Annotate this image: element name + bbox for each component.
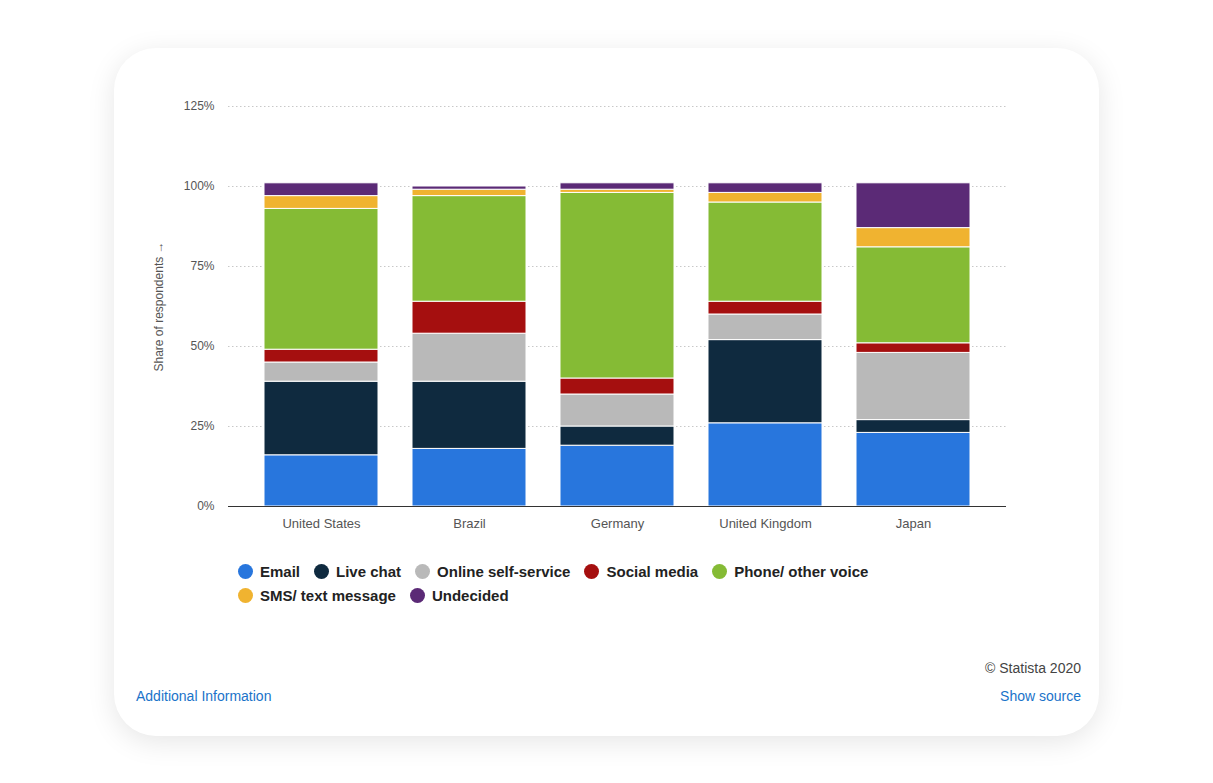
html-text:Additional Information: Additional Information [136, 688, 272, 704]
html-text:SMS/ text message: SMS/ text message [260, 587, 396, 604]
html-text:Social media: Social media [606, 563, 699, 580]
svg-text:Brazil: Brazil [453, 516, 486, 531]
svg-text:25%: 25% [190, 419, 214, 433]
svg-text:100%: 100% [184, 179, 215, 193]
html-text:Undecided: Undecided [431, 587, 509, 604]
svg-text:Share of respondents →: Share of respondents → [152, 241, 166, 371]
svg-text:50%: 50% [190, 339, 214, 353]
svg-text:United States: United States [282, 516, 361, 531]
html-text:Show source: Show source [1000, 688, 1081, 704]
html-text:Online self-service: Online self-service [437, 563, 571, 580]
svg-text:Germany: Germany [591, 516, 645, 531]
svg-text:Japan: Japan [896, 516, 931, 531]
html-text:Email: Email [260, 563, 300, 580]
svg-text:0%: 0% [197, 499, 215, 513]
svg-text:United Kingdom: United Kingdom [719, 516, 812, 531]
svg-text:75%: 75% [190, 259, 214, 273]
html-text:© Statista 2020: © Statista 2020 [985, 660, 1081, 676]
html-text:Live chat: Live chat [336, 563, 402, 580]
html-text:Phone/ other voice: Phone/ other voice [734, 563, 869, 580]
svg-text:125%: 125% [184, 99, 215, 113]
